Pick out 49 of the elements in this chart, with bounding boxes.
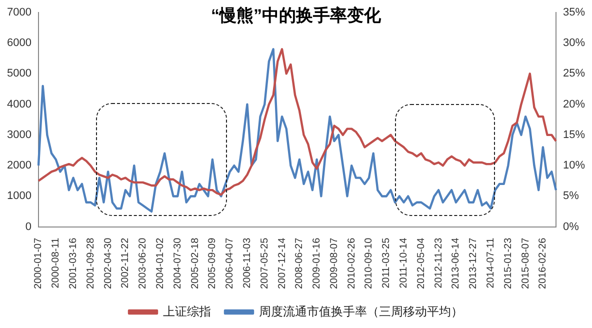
y2-tick-label: 15% [562, 128, 586, 141]
x-tick-label: 2014-07-11 [486, 237, 496, 288]
x-tick-label: 2005-09-09 [207, 237, 218, 290]
x-tick-label: 2009-08-07 [328, 237, 340, 290]
x-tick-label: 2000-08-11 [50, 237, 62, 288]
x-tick-label: 2003-06-20 [138, 237, 149, 290]
x-tick-label: 2009-01-16 [312, 237, 323, 290]
x-tick-label: 2000-01-07 [33, 237, 44, 290]
x-tick-label: 2015-01-23 [502, 237, 514, 290]
x-tick-label: 2001-09-28 [85, 237, 96, 290]
x-tick-label: 2011-10-14 [398, 237, 410, 288]
y-tick-label: 4000 [6, 98, 32, 110]
x-tick-label: 2004-01-02 [154, 237, 166, 290]
y-tick-label: 0 [25, 220, 32, 233]
y2-tick-label: 0% [562, 220, 580, 233]
x-tick-label: 2006-11-03 [242, 237, 253, 288]
x-tick-label: 2015-08-07 [520, 237, 532, 290]
x-tick-label: 2005-02-18 [190, 237, 201, 290]
x-tick-label: 2013-12-27 [468, 237, 480, 290]
y2-tick-label: 10% [562, 160, 586, 172]
y2-tick-label: 30% [562, 37, 586, 50]
x-tick-label: 2007-05-25 [259, 237, 270, 290]
x-tick-label: 2012-11-23 [433, 237, 444, 288]
x-tick-label: 2007-12-14 [276, 237, 288, 290]
x-tick-label: 2008-06-27 [294, 237, 306, 290]
x-tick-label: 2016-02-26 [538, 237, 549, 290]
chart-title: “慢熊”中的换手率变化 [211, 6, 382, 25]
x-tick-label: 2013-06-14 [450, 237, 462, 290]
x-tick-label: 2002-04-30 [102, 237, 114, 290]
x-tick-label: 2011-03-25 [381, 237, 392, 288]
x-tick-label: 2002-11-22 [120, 237, 132, 288]
x-tick-label: 2010-09-10 [364, 237, 375, 290]
y2-tick-label: 5% [562, 190, 580, 202]
y-tick-label: 3000 [6, 128, 32, 141]
y-tick-label: 5000 [6, 68, 32, 80]
legend-label: 上证综指 [163, 304, 211, 318]
y-tick-label: 7000 [6, 6, 32, 18]
x-tick-label: 2006-04-07 [224, 237, 236, 290]
y2-tick-label: 35% [562, 6, 586, 18]
y-tick-label: 2000 [6, 160, 32, 172]
x-tick-label: 2004-07-30 [172, 237, 184, 290]
y-tick-label: 1000 [6, 190, 32, 202]
x-tick-label: 2010-02-26 [346, 237, 358, 290]
x-tick-label: 2012-05-04 [416, 237, 427, 290]
y2-tick-label: 25% [562, 68, 586, 80]
y-tick-label: 6000 [6, 37, 32, 50]
x-tick-label: 2001-03-16 [68, 237, 80, 290]
y2-tick-label: 20% [562, 98, 586, 110]
legend-label: 周度流通市值换手率（三周移动平均） [259, 304, 463, 318]
